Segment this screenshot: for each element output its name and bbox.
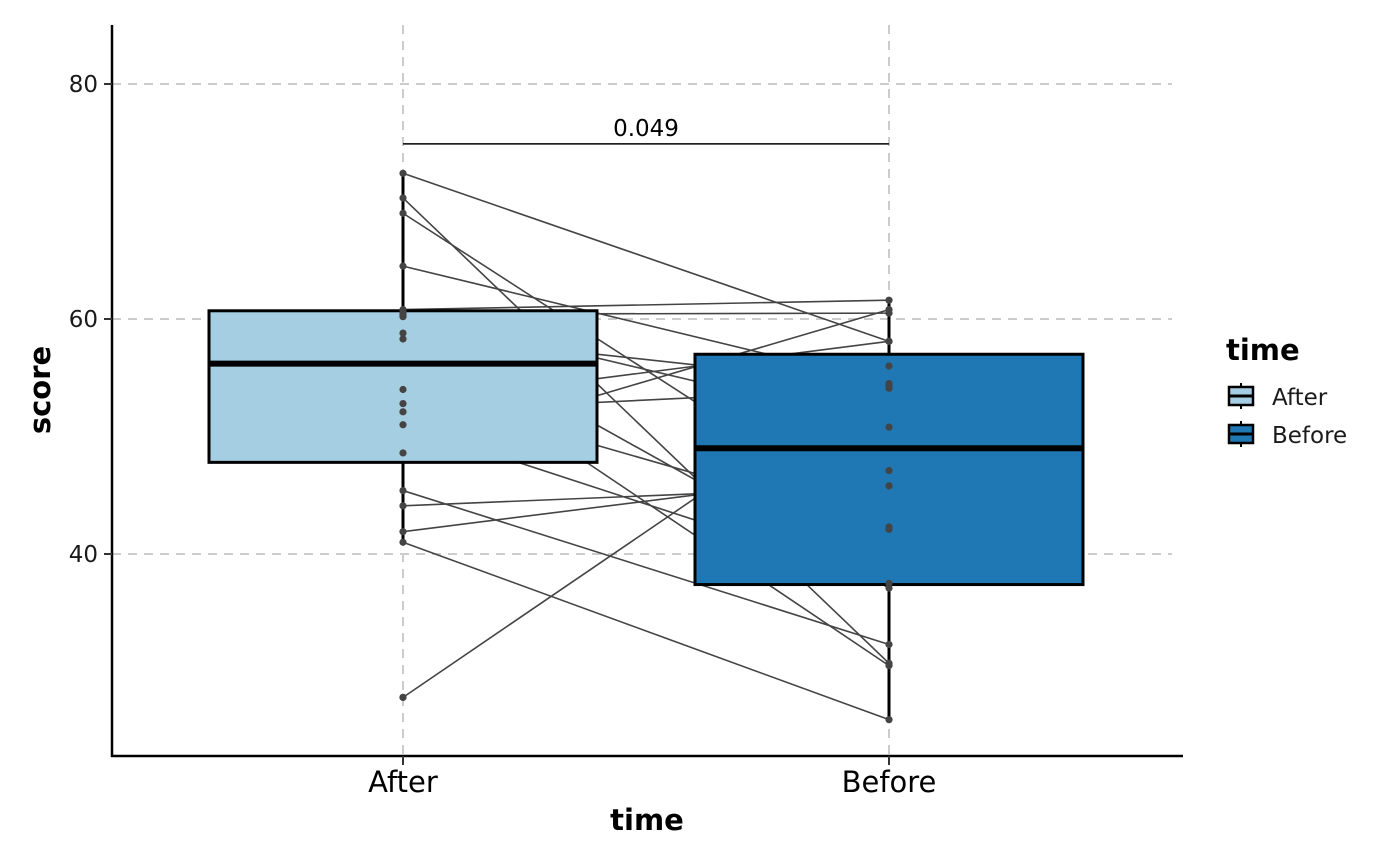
point-before-12	[885, 579, 893, 587]
point-after-16	[399, 528, 407, 536]
legend-label-after: After	[1272, 385, 1328, 411]
p-value-label: 0.049	[613, 116, 679, 142]
point-after-1	[399, 194, 407, 202]
point-after-8	[399, 335, 407, 343]
point-before-15	[885, 482, 893, 490]
point-after-2	[399, 209, 407, 217]
point-before-8	[885, 662, 893, 670]
point-after-17	[399, 538, 407, 546]
point-after-12	[399, 421, 407, 429]
pair-line-4	[402, 299, 890, 311]
x-axis-title: time	[610, 803, 684, 837]
point-before-9	[885, 525, 893, 533]
data-points	[399, 169, 893, 724]
point-before-18	[885, 362, 893, 370]
point-after-15	[399, 502, 407, 510]
x-ticks: After Before	[368, 756, 936, 799]
pair-line-17	[402, 541, 890, 721]
legend-key-after	[1227, 383, 1255, 409]
y-tick-label-40: 40	[69, 542, 98, 568]
point-after-11	[399, 408, 407, 416]
point-before-13	[885, 306, 893, 314]
point-after-7	[399, 329, 407, 337]
point-before-19	[885, 423, 893, 431]
point-before-11	[885, 384, 893, 392]
legend-label-before: Before	[1272, 423, 1347, 449]
point-after-9	[399, 385, 407, 394]
significance-annotation: 0.049	[403, 116, 889, 145]
y-ticks: 40 60 80	[69, 72, 112, 568]
y-axis-title: score	[23, 346, 57, 434]
x-tick-label-after: After	[368, 765, 438, 799]
y-tick-label-60: 60	[69, 307, 98, 333]
point-before-4	[885, 296, 893, 304]
point-before-16	[885, 466, 893, 475]
point-after-3	[399, 262, 407, 270]
legend-title: time	[1226, 333, 1300, 367]
point-before-17	[885, 716, 893, 724]
x-tick-label-before: Before	[842, 765, 937, 799]
y-tick-label-80: 80	[69, 72, 98, 98]
point-after-0	[399, 169, 407, 177]
point-after-14	[399, 486, 407, 495]
point-before-14	[885, 640, 893, 649]
point-after-19	[399, 308, 407, 316]
boxplots	[207, 173, 1085, 720]
point-after-18	[399, 693, 407, 701]
axes	[110, 25, 1183, 758]
point-after-13	[399, 449, 407, 457]
pair-line-14	[402, 489, 890, 646]
legend: time After Before	[1226, 333, 1347, 449]
point-after-10	[399, 400, 407, 408]
point-before-10	[885, 337, 893, 345]
legend-key-before	[1227, 421, 1255, 447]
